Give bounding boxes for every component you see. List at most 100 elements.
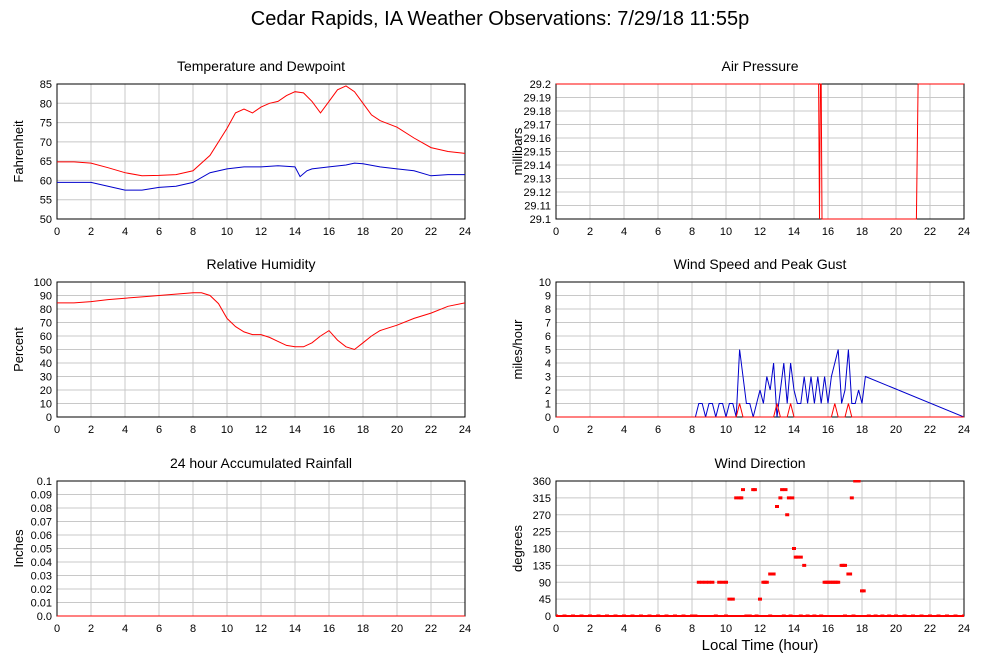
x-tick-label: 24 [958, 226, 970, 238]
y-tick-label: 0.05 [31, 544, 52, 556]
y-tick-label: 29.12 [523, 187, 551, 199]
data-point [703, 580, 708, 584]
x-tick-label: 16 [822, 623, 834, 635]
x-tick-label: 18 [856, 424, 868, 436]
x-tick-label: 20 [391, 623, 403, 635]
y-axis-label: Inches [11, 529, 26, 568]
x-tick-label: 0 [54, 424, 60, 436]
x-tick-label: 22 [924, 623, 936, 635]
plot-frame [56, 281, 466, 418]
x-tick-label: 6 [156, 226, 162, 238]
data-point [780, 488, 785, 492]
x-tick-label: 16 [822, 226, 834, 238]
x-tick-label: 8 [689, 424, 695, 436]
data-point [720, 580, 725, 584]
x-tick-label: 22 [924, 424, 936, 436]
series-line [556, 349, 964, 418]
y-tick-label: 180 [533, 544, 551, 556]
y-tick-label: 29.15 [523, 147, 551, 159]
y-tick-label: 0.08 [31, 503, 52, 515]
chart-title: Air Pressure [721, 58, 798, 74]
y-tick-label: 80 [40, 304, 52, 316]
y-tick-label: 9 [545, 291, 551, 303]
x-tick-label: 14 [289, 226, 301, 238]
x-tick-label: 14 [788, 424, 800, 436]
y-tick-label: 0.0 [37, 611, 52, 623]
y-tick-label: 90 [539, 577, 551, 589]
x-tick-label: 16 [323, 226, 335, 238]
y-tick-label: 1 [545, 399, 551, 411]
x-tick-label: 12 [255, 623, 267, 635]
y-tick-label: 70 [40, 137, 52, 149]
data-point [700, 580, 705, 584]
y-axis-label: miles/hour [510, 319, 525, 380]
y-tick-label: 50 [40, 345, 52, 357]
data-point [741, 488, 745, 492]
x-tick-label: 12 [754, 226, 766, 238]
x-tick-label: 18 [357, 424, 369, 436]
series-line [57, 292, 465, 351]
data-point [785, 513, 790, 517]
x-tick-label: 8 [190, 623, 196, 635]
data-point [786, 496, 791, 500]
data-point [707, 580, 711, 584]
y-tick-label: 7 [545, 318, 551, 330]
series-line [57, 162, 465, 191]
x-tick-label: 2 [587, 424, 593, 436]
data-point [790, 496, 795, 500]
y-tick-label: 30 [40, 372, 52, 384]
y-tick-label: 3 [545, 372, 551, 384]
x-tick-label: 10 [221, 226, 233, 238]
data-point [710, 580, 715, 584]
x-tick-label: 20 [890, 226, 902, 238]
data-point [730, 597, 735, 601]
y-tick-label: 0 [545, 611, 551, 623]
x-tick-label: 6 [655, 623, 661, 635]
y-tick-label: 315 [533, 493, 551, 505]
data-point [848, 572, 853, 576]
x-tick-label: 10 [221, 623, 233, 635]
data-point [783, 488, 788, 492]
x-tick-label: 4 [621, 226, 627, 238]
data-point [734, 496, 739, 500]
x-tick-label: 16 [822, 424, 834, 436]
y-axis-label: Percent [11, 327, 26, 372]
x-tick-label: 22 [425, 424, 437, 436]
y-tick-label: 10 [40, 399, 52, 411]
x-tick-label: 8 [689, 623, 695, 635]
x-tick-label: 12 [255, 424, 267, 436]
x-tick-label: 20 [391, 226, 403, 238]
x-tick-label: 18 [856, 623, 868, 635]
x-tick-label: 2 [587, 226, 593, 238]
x-tick-label: 14 [788, 623, 800, 635]
data-point [795, 555, 800, 559]
x-tick-label: 16 [323, 623, 335, 635]
y-tick-label: 60 [40, 331, 52, 343]
data-point [849, 496, 854, 500]
data-point [758, 597, 762, 601]
y-tick-label: 0.1 [37, 476, 52, 488]
y-tick-label: 0 [46, 412, 52, 424]
y-tick-label: 70 [40, 318, 52, 330]
x-tick-label: 4 [122, 226, 128, 238]
plot-frame [56, 83, 466, 220]
data-point [752, 488, 757, 492]
y-tick-label: 29.16 [523, 133, 551, 145]
data-point [778, 496, 783, 500]
x-tick-label: 8 [190, 226, 196, 238]
y-tick-label: 85 [40, 79, 52, 91]
x-tick-label: 12 [754, 424, 766, 436]
x-tick-label: 2 [88, 623, 94, 635]
data-point [768, 572, 773, 576]
y-tick-label: 29.19 [523, 93, 551, 105]
x-tick-label: 6 [655, 226, 661, 238]
y-tick-label: 29.2 [530, 79, 551, 91]
y-axis-label: degrees [510, 525, 525, 572]
x-tick-label: 22 [425, 623, 437, 635]
x-axis-label: Local Time (hour) [701, 637, 819, 654]
data-point [739, 496, 744, 500]
